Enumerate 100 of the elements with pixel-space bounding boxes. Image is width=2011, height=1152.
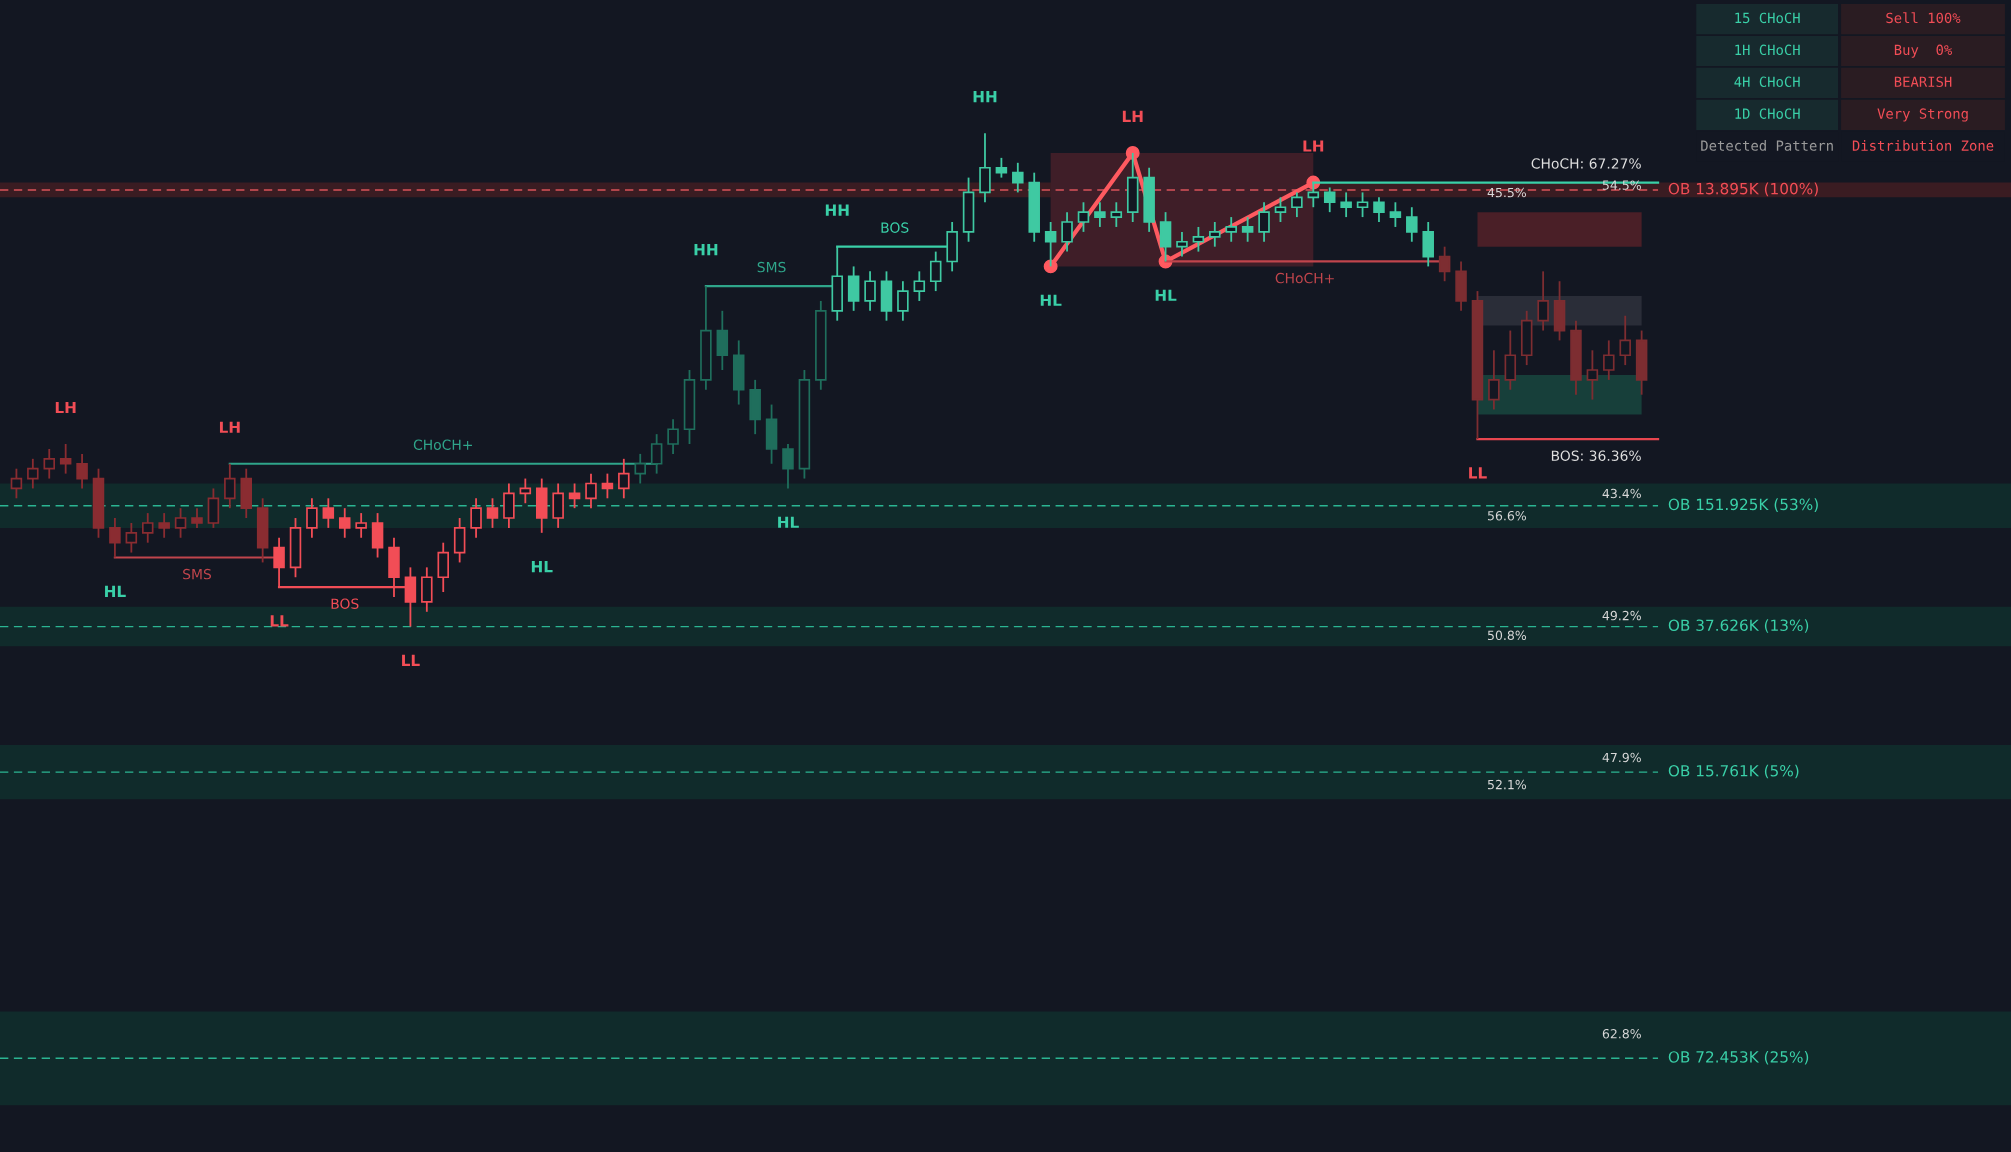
candlestick <box>519 477 532 505</box>
annotation: HL <box>1155 289 1177 301</box>
text: 52.1% <box>1487 779 1527 790</box>
annotation: HL <box>105 585 126 597</box>
point <box>1125 145 1140 160</box>
candlestick <box>27 457 39 490</box>
candlestick <box>1094 201 1106 228</box>
candlestick <box>1389 201 1402 228</box>
text: Buy 0% <box>1894 44 1953 58</box>
annotation: HL <box>531 561 553 573</box>
candlestick <box>1110 201 1123 228</box>
text: 1H CHoCH <box>1735 44 1800 56</box>
candlestick <box>585 472 597 510</box>
candlestick <box>1258 201 1270 243</box>
annotation: HH <box>825 204 849 216</box>
text: 1D CHoCH <box>1735 108 1800 119</box>
candlestick <box>1241 216 1254 243</box>
annotation: 49.2% <box>1602 610 1641 621</box>
ref-line-label: SMS <box>183 568 212 580</box>
text: BEARISH <box>1894 76 1952 88</box>
annotation: CHoCH: 67.27% <box>1531 158 1641 169</box>
candlestick <box>125 522 138 554</box>
candlestick <box>1406 206 1418 243</box>
candlestick <box>1603 339 1615 381</box>
candlestick <box>10 467 23 500</box>
candlestick <box>864 270 876 312</box>
candlestick <box>1012 161 1024 194</box>
annotation: LH <box>55 401 76 414</box>
candlestick <box>1192 226 1205 253</box>
ref-line-label: CHoCH+ <box>413 439 472 450</box>
candlestick <box>338 507 351 539</box>
text: 15 CHoCH <box>1735 12 1800 24</box>
candlestick <box>1274 196 1287 223</box>
candlestick <box>634 452 646 485</box>
candlestick <box>141 512 154 544</box>
candlestick <box>929 250 942 292</box>
candlestick <box>650 433 663 475</box>
candlestick <box>1340 191 1352 218</box>
candlestick <box>782 443 794 490</box>
candlestick <box>1537 270 1549 332</box>
candlestick <box>1061 211 1073 253</box>
candlestick <box>1438 245 1451 283</box>
band-label: OB 37.626K (13%) <box>1668 619 1809 633</box>
candlestick <box>322 497 335 529</box>
candlestick <box>568 482 581 510</box>
candlestick <box>1323 186 1336 214</box>
candlestick <box>1176 230 1188 258</box>
text: 50.8% <box>1487 630 1527 641</box>
annotation: LH <box>1122 110 1143 122</box>
text: Sell 100% <box>1886 12 1961 24</box>
annotation: LH <box>1303 140 1324 152</box>
annotation: HH <box>973 91 997 103</box>
text: 4H CHoCH <box>1734 76 1800 88</box>
candlestick <box>1077 201 1090 233</box>
annotation: HH <box>694 244 718 256</box>
candlestick <box>1373 196 1385 223</box>
candlestick <box>1488 349 1500 411</box>
band-label: OB 151.925K (53%) <box>1668 498 1818 512</box>
candlestick <box>618 457 630 500</box>
candlestick <box>355 512 367 539</box>
candlestick <box>43 448 56 480</box>
candlestick <box>224 462 236 510</box>
candlestick <box>1225 216 1237 243</box>
candlestick <box>191 507 203 529</box>
annotation: HL <box>1040 294 1062 306</box>
annotation: BOS: 36.36% <box>1551 450 1641 461</box>
ref-line-label: BOS <box>881 222 909 233</box>
candlestick <box>897 280 909 322</box>
candlestick <box>1619 314 1631 366</box>
annotation: 45.5% <box>1487 187 1527 198</box>
annotation: LL <box>402 654 420 666</box>
point <box>1043 259 1058 274</box>
candlestick <box>76 452 88 490</box>
band-label: OB 72.453K (25%) <box>1668 1050 1809 1065</box>
text: 47.9% <box>1602 752 1641 763</box>
candlestick <box>306 497 318 539</box>
candlestick <box>601 472 614 500</box>
candlestick <box>667 418 679 455</box>
candlestick <box>995 156 1008 179</box>
ref-line-label: BOS <box>331 598 359 609</box>
candlestick <box>158 512 170 539</box>
candlestick <box>109 517 121 559</box>
annotation: LL <box>1469 467 1487 479</box>
candlestick <box>1356 191 1369 218</box>
candlestick <box>1209 221 1221 248</box>
candlestick <box>470 497 482 539</box>
candlestick <box>1586 349 1599 401</box>
candlestick <box>174 507 187 539</box>
ref-line-label: SMS <box>757 261 786 273</box>
candlestick <box>59 443 72 475</box>
band-label: OB 15.761K (5%) <box>1668 764 1799 779</box>
text: Distribution Zone <box>1852 140 1994 151</box>
annotation: LL <box>270 615 289 627</box>
candlestick <box>486 497 499 529</box>
band-label: OB 13.895K (100%) <box>1668 182 1818 197</box>
text: Detected Pattern <box>1701 140 1833 151</box>
text: Very Strong <box>1877 108 1968 122</box>
candlestick <box>913 270 926 302</box>
annotation: 56.6% <box>1487 510 1527 521</box>
annotation: HL <box>778 516 799 528</box>
